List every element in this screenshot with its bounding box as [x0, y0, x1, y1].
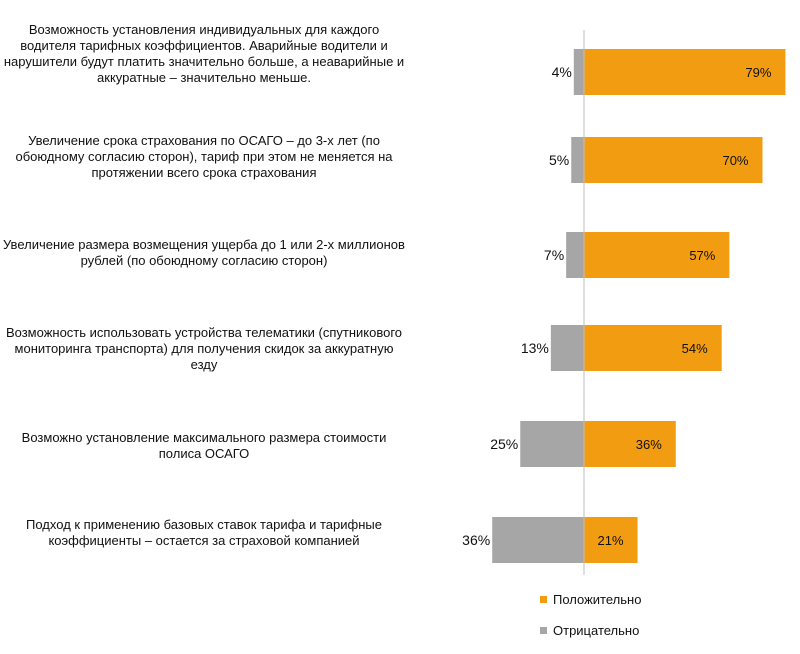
value-label-negative-4: 13%	[521, 340, 549, 356]
legend-swatch-positive	[540, 596, 547, 604]
legend-item-negative: Отрицательно	[540, 622, 639, 638]
value-label-positive-3: 57%	[689, 248, 715, 263]
category-label-4: Возможность использовать устройства теле…	[5, 325, 403, 372]
value-label-negative-6: 36%	[462, 532, 490, 548]
bar-negative-5	[520, 421, 584, 467]
legend-label-negative: Отрицательно	[553, 623, 640, 639]
category-label-1: Возможность установления индивидуальных …	[3, 22, 405, 85]
bar-positive-4	[584, 325, 722, 371]
legend-swatch-negative	[540, 627, 547, 635]
bar-negative-6	[492, 517, 584, 563]
value-label-negative-5: 25%	[490, 436, 518, 452]
value-label-positive-5: 36%	[636, 437, 662, 452]
bar-positive-3	[584, 232, 730, 278]
value-label-negative-3: 7%	[544, 247, 564, 263]
category-label-2: Увеличение срока страхования по ОСАГО – …	[15, 133, 393, 180]
category-label-5: Возможно установление максимального разм…	[21, 430, 387, 461]
value-label-negative-2: 5%	[549, 152, 569, 168]
legend-item-positive: Положительно	[540, 591, 641, 607]
bar-negative-2	[571, 137, 584, 183]
bar-negative-1	[573, 49, 584, 95]
legend-label-positive: Положительно	[553, 592, 642, 608]
category-label-6: Подход к применению базовых ставок тариф…	[26, 517, 382, 548]
value-label-positive-4: 54%	[682, 341, 708, 356]
category-label-3: Увеличение размера возмещения ущерба до …	[3, 237, 405, 268]
bar-positive-6	[584, 517, 638, 563]
bar-negative-4	[550, 325, 584, 371]
value-label-positive-1: 79%	[745, 65, 771, 80]
value-label-negative-1: 4%	[552, 64, 572, 80]
value-label-positive-2: 70%	[722, 153, 748, 168]
value-label-positive-6: 21%	[598, 533, 624, 548]
bar-positive-1	[584, 49, 786, 95]
bar-negative-3	[566, 232, 584, 278]
bar-positive-5	[584, 421, 676, 467]
bar-positive-2	[584, 137, 763, 183]
